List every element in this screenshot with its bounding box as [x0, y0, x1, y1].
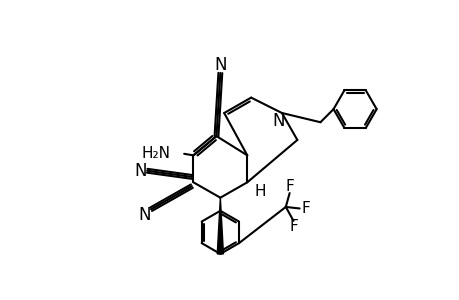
Text: N: N	[134, 162, 147, 180]
Text: F: F	[285, 179, 293, 194]
Text: H₂N: H₂N	[141, 146, 170, 161]
Text: F: F	[301, 201, 309, 216]
Text: N: N	[213, 56, 226, 74]
Text: H: H	[254, 184, 266, 199]
Text: N: N	[272, 112, 285, 130]
Text: N: N	[138, 206, 151, 224]
Text: F: F	[289, 220, 297, 235]
Polygon shape	[217, 198, 223, 254]
